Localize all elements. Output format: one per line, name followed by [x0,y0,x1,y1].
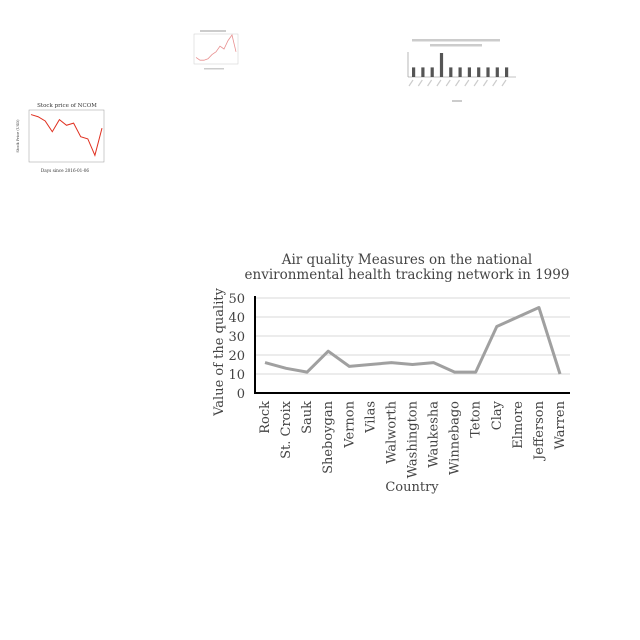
bar-mark [439,53,444,77]
main-title-line-1: Air quality Measures on the national [281,252,533,268]
bar-mark [449,67,453,77]
main-x-tick-label: Teton [469,400,484,437]
bar-mark [486,67,490,77]
main-y-tick-label: 50 [228,292,245,307]
main-x-tick-label: Clay [490,400,505,430]
main-x-tick-label: Winnebago [448,401,463,475]
bar-tick-label-placeholder [417,79,423,87]
ncom-stock-chart: Stock price of NCOM Days since 2016-01-0… [16,103,105,173]
ncom-y-axis-label: Stock Price (USD) [16,119,20,153]
bar-tick-label-placeholder [473,79,479,87]
ncom-title: Stock price of NCOM [37,103,97,109]
main-x-tick-label: Rock [258,401,273,434]
bar-xlabel-placeholder [452,100,462,102]
bar-mark [458,67,462,77]
small-title-placeholder [200,30,226,32]
main-y-tick-label: 40 [228,311,245,326]
main-xticks: Rock St. Croix Sauk Sheboygan Vernon Vilas Wal… [258,400,568,478]
main-grid [255,297,570,375]
main-x-axis-label: Country [385,480,439,495]
main-yticks: 0 10 20 30 40 50 [228,292,245,402]
bar-tick-label-placeholder [427,79,433,87]
main-title-line-2: environmental health tracking network in… [245,267,570,283]
bar-mark [477,67,481,77]
ncom-plot-frame [28,109,105,163]
bar-tick-label-placeholder [445,79,451,87]
bar-series [408,53,509,87]
main-y-tick-label: 30 [228,330,245,345]
main-x-tick-label: Vilas [363,401,378,434]
small-plot-frame [193,33,239,65]
main-x-tick-label: St. Croix [279,400,294,459]
main-x-tick-label: Walworth [384,400,399,464]
main-x-tick-label: Warren [553,400,568,449]
bar-mark [505,67,509,77]
bar-mark [430,67,434,77]
small-line-chart [193,30,239,70]
main-y-tick-label: 20 [228,349,245,364]
bar-tick-label-placeholder [482,79,488,87]
main-x-tick-label: Vernon [342,400,357,448]
main-y-tick-label: 10 [228,368,245,383]
main-x-tick-label: Sauk [300,401,315,434]
bar-tick-label-placeholder [492,79,498,87]
bar-mark [421,67,425,77]
bar-tick-label-placeholder [501,79,507,87]
main-axes [254,296,570,394]
bar-tick-label-placeholder [464,79,470,87]
main-x-tick-label: Jefferson [532,400,547,462]
bar-title-placeholder-1 [412,39,500,42]
bar-mark [467,67,471,77]
bar-title-placeholder-2 [430,44,482,47]
bar-mark [495,67,499,77]
bar-tick-label-placeholder [436,79,442,87]
main-x-tick-label: Sheboygan [321,400,336,474]
small-bar-chart [407,39,516,102]
bar-tick-label-placeholder [408,79,414,87]
ncom-series-line [30,114,103,157]
bar-mark [412,67,416,77]
main-y-axis-label: Value of the quality [212,287,227,416]
main-x-tick-label: Elmore [511,401,526,449]
ncom-x-axis-label: Days since 2016-01-06 [41,168,90,173]
small-series-line [195,34,237,61]
bar-tick-label-placeholder [455,79,460,87]
main-y-tick-label: 0 [237,387,245,402]
small-xlabel-placeholder [204,68,224,70]
main-x-tick-label: Waukesha [427,401,442,468]
main-series [264,306,562,375]
main-x-tick-label: Washington [406,400,421,478]
main-series-line [264,306,562,375]
